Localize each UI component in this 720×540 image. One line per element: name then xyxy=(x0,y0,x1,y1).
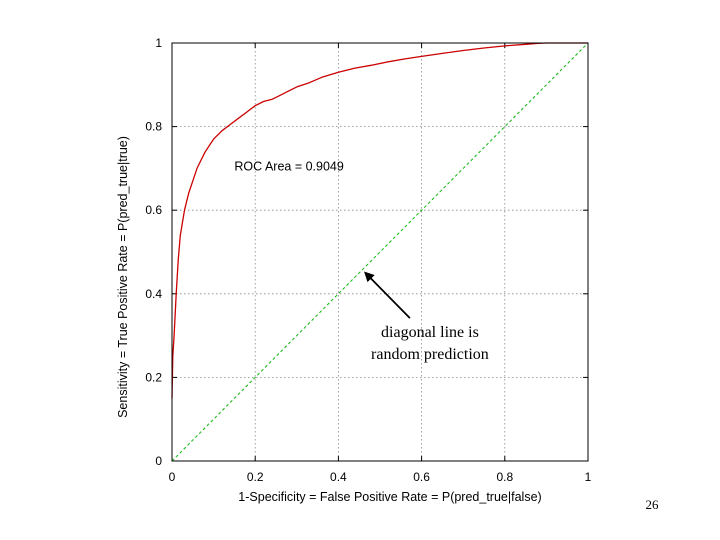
roc-curve-line xyxy=(171,42,588,399)
callout-arrow xyxy=(364,271,411,319)
grid-lines xyxy=(172,43,588,461)
y-tick-label: 0.8 xyxy=(145,120,162,134)
y-tick-label: 0.4 xyxy=(145,287,162,301)
callout-text-line-1: diagonal line is xyxy=(381,324,479,341)
diagonal-line xyxy=(171,42,589,462)
x-tick-label: 0.2 xyxy=(247,470,264,484)
slide-number: 26 xyxy=(645,497,659,512)
x-tick-label: 0.6 xyxy=(413,470,430,484)
x-axis-label: 1-Specificity = False Positive Rate = P(… xyxy=(238,490,541,504)
x-tick-label: 0.4 xyxy=(330,470,347,484)
callout-text-line-2: random prediction xyxy=(371,346,489,363)
x-tick-label: 1 xyxy=(585,470,592,484)
x-tick-label: 0 xyxy=(169,470,176,484)
y-tick-label: 0 xyxy=(155,454,162,468)
tick-labels: 0 0.2 0.4 0.6 0.8 1 0 0.2 0.4 0.6 0.8 1 xyxy=(145,36,591,484)
annotations: ROC Area = 0.9049 xyxy=(234,159,343,173)
roc-area-annotation: ROC Area = 0.9049 xyxy=(234,159,343,173)
y-tick-label: 1 xyxy=(155,36,162,50)
plot-frame xyxy=(171,42,589,462)
y-tick-label: 0.2 xyxy=(145,370,162,384)
y-tick-label: 0.6 xyxy=(145,203,162,217)
series-lines xyxy=(171,42,589,462)
x-tick-label: 0.8 xyxy=(496,470,513,484)
y-axis-label: Sensitivity = True Positive Rate = P(pre… xyxy=(116,136,130,418)
